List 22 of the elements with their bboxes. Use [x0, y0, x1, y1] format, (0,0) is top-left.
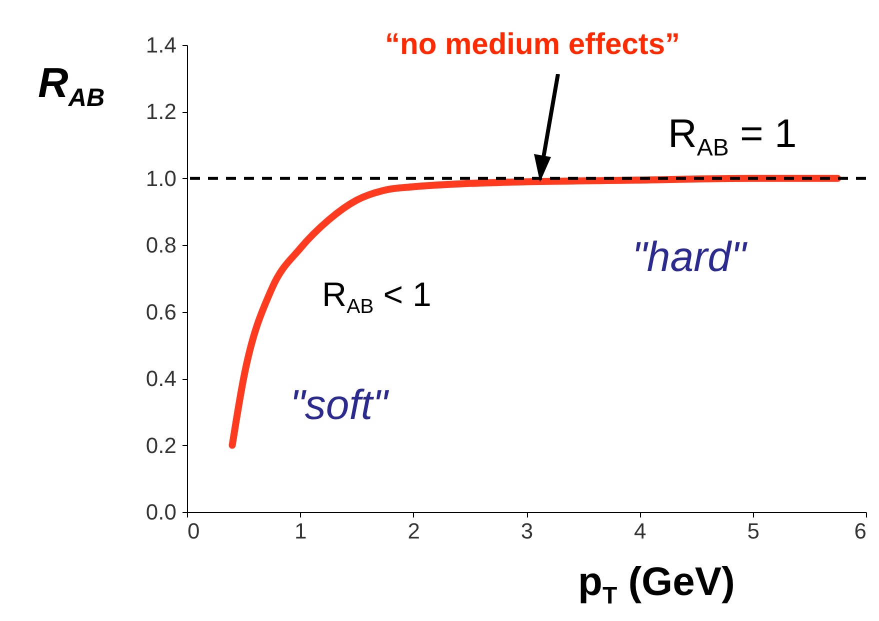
- x-tick-label: 5: [747, 518, 760, 544]
- y-tick-label: 0.8: [146, 232, 176, 258]
- y-tick-label: 0.0: [146, 500, 176, 524]
- x-tick-label: 0: [188, 518, 200, 544]
- annotation: R$_{AB}$ < 1: [322, 276, 432, 318]
- y-tick-label: 0.2: [146, 432, 176, 458]
- y-axis-title: R$_{AB}$: [38, 59, 105, 112]
- x-tick-label: 1: [294, 518, 307, 544]
- y-tick-label: 1.2: [146, 99, 176, 124]
- y-tick-label: 1.0: [146, 166, 176, 191]
- annotation: “no medium effects”: [385, 28, 680, 61]
- y-tick-label: 0.6: [146, 299, 176, 324]
- y-tick-label: 0.4: [146, 366, 176, 392]
- x-tick-label: 2: [408, 518, 420, 544]
- x-tick-label: 3: [520, 518, 534, 544]
- y-tick-label: 1.4: [146, 32, 176, 58]
- x-axis-title: p$_{T}$ (GeV): [578, 560, 735, 610]
- annotation: "hard": [632, 233, 746, 280]
- annotation: "soft": [290, 381, 388, 428]
- x-tick-label: 4: [634, 518, 646, 544]
- annotation: R$_{AB}$ = 1: [668, 112, 797, 162]
- x-tick-label: 6: [854, 518, 866, 544]
